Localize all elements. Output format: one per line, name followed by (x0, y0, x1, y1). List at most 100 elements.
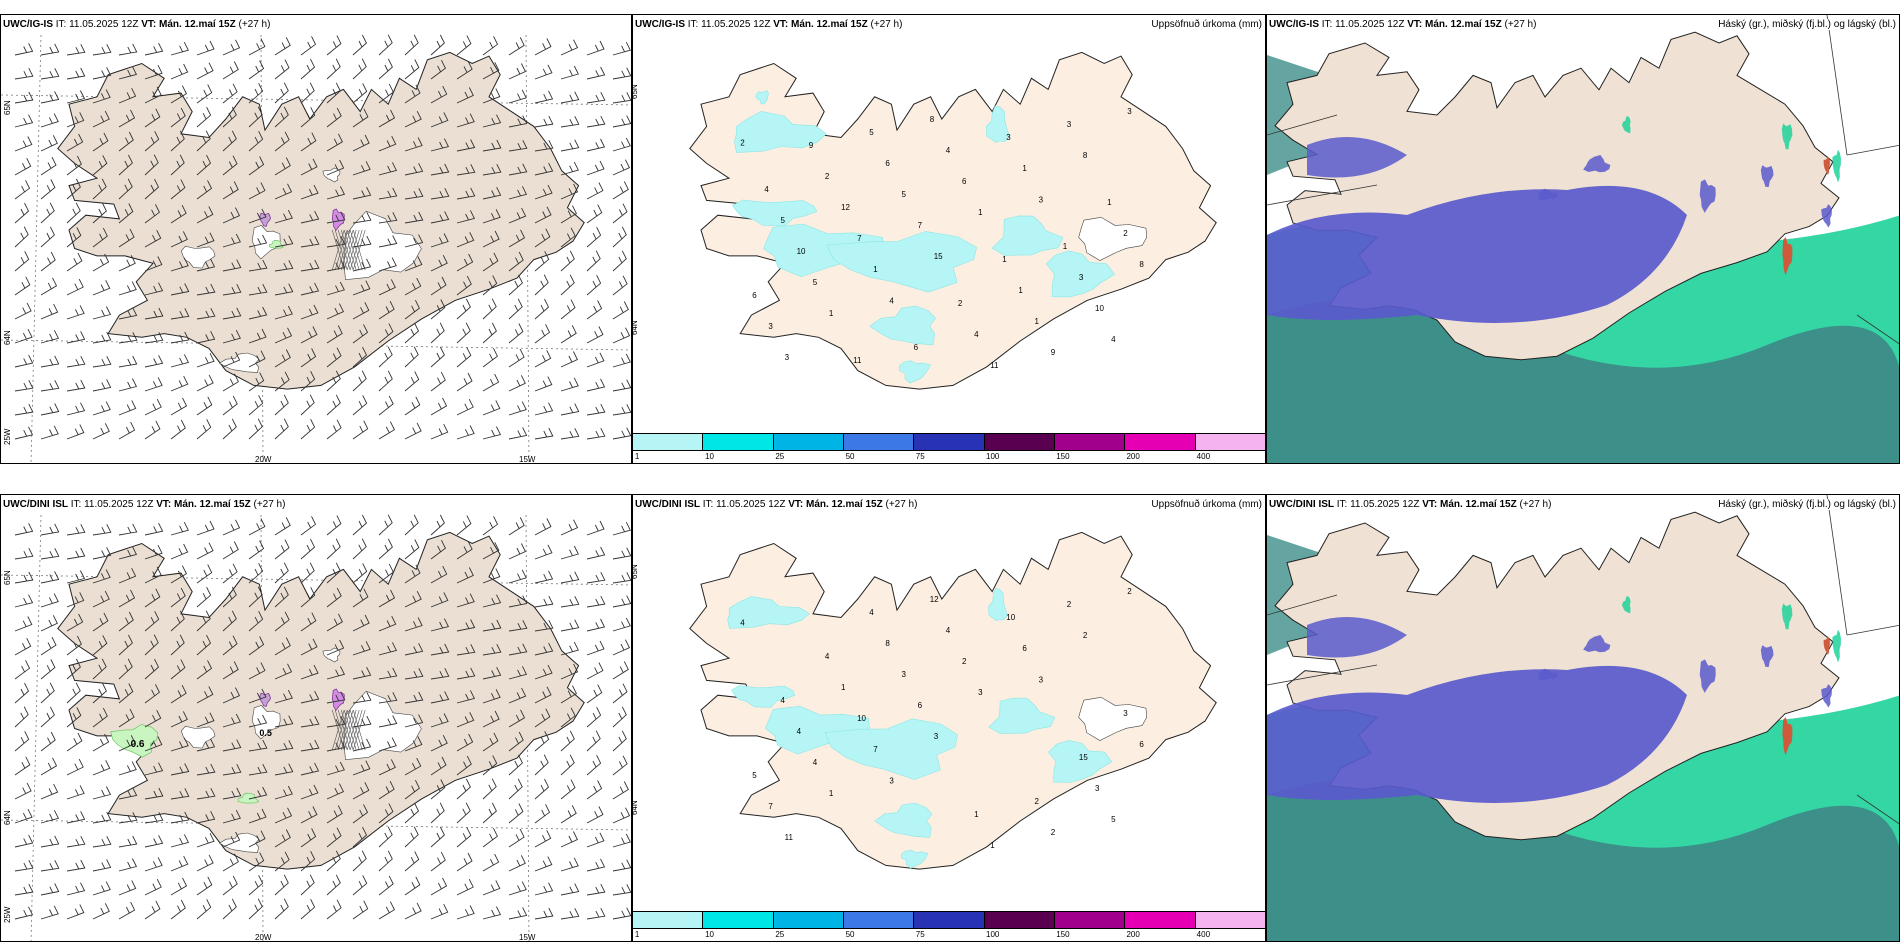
wind-barb (352, 738, 372, 752)
legend-color-box (703, 912, 774, 928)
wind-barb (560, 908, 580, 920)
wind-barb (352, 850, 367, 872)
wind-barb (482, 114, 502, 128)
wind-barb (248, 38, 266, 56)
wind-barb (118, 611, 134, 632)
wind-barb (534, 376, 553, 392)
wind-barb (456, 619, 476, 632)
wind-barb (508, 754, 523, 776)
wind-barb (248, 875, 264, 896)
mid-cloud-patch (1821, 204, 1832, 228)
wind-barb (586, 352, 605, 368)
wind-barb (66, 112, 85, 128)
wind-barb (170, 63, 189, 80)
wind-barb (430, 877, 448, 896)
wind-barb (456, 644, 476, 656)
lon-label-20w: 20W (255, 455, 272, 464)
precip-panel-top: UWC/IG-IS IT: 11.05.2025 12Z VT: Mán. 12… (632, 14, 1266, 464)
hatch-line (349, 229, 363, 271)
wind-barb (326, 783, 345, 800)
wind-barb (196, 62, 214, 80)
wind-barb (456, 515, 472, 536)
boundary-line (1826, 15, 1848, 156)
precip-value-label: 5 (1111, 815, 1116, 824)
wind-barb (118, 178, 133, 200)
wind-barb (274, 59, 290, 80)
wind-barb (274, 785, 293, 800)
precip-value-label: 3 (1123, 709, 1128, 718)
wind-barb (222, 233, 241, 248)
wind-barb (92, 379, 112, 392)
wind-barb (170, 877, 188, 896)
wind-barb (482, 298, 497, 320)
wind-barb (456, 298, 471, 320)
legend-tick-label: 200 (1126, 452, 1140, 461)
wind-barb (222, 418, 237, 440)
wind-barb (196, 899, 212, 920)
wind-barbs (14, 514, 631, 920)
low-cloud-patch (1781, 603, 1793, 630)
wind-barb (612, 379, 631, 392)
wind-barb (560, 91, 580, 104)
cloud-map (1267, 495, 1899, 941)
wind-barb (40, 593, 59, 608)
wind-barb (404, 539, 420, 560)
precip-value-label: 7 (857, 234, 862, 243)
precip-value-label: 4 (1111, 335, 1116, 344)
precip-value-label: 3 (785, 353, 790, 362)
wind-barb (404, 902, 422, 920)
legend-tick-label: 25 (775, 452, 785, 461)
wind-barb (92, 903, 110, 920)
wind-barb (248, 688, 267, 704)
wind-value-label: 0.5 (259, 728, 272, 738)
wind-barb (300, 370, 316, 392)
mid-cloud-layer (1267, 665, 1687, 803)
wind-barb (456, 35, 472, 56)
precip-value-label: 4 (797, 727, 802, 736)
wind-barb (40, 883, 60, 896)
wind-barb (326, 587, 342, 608)
wind-barb (534, 882, 554, 896)
wind-barb (586, 204, 603, 224)
wind-barb (560, 831, 579, 848)
wind-barb (560, 663, 579, 680)
lat-label-64n: 64N (3, 330, 12, 345)
wind-barb (222, 259, 242, 272)
wind-barb (196, 832, 215, 848)
wind-barb (378, 83, 394, 104)
wind-barb (66, 178, 81, 200)
wind-barb (508, 907, 528, 920)
wind-barb (482, 619, 502, 632)
legend-color-box (633, 434, 704, 450)
wind-barb (404, 188, 424, 200)
wind-barb (274, 305, 293, 320)
wind-barb (560, 545, 579, 560)
wind-barb (456, 232, 475, 248)
legend-tick-label: 150 (1056, 930, 1070, 939)
wind-barb (118, 523, 138, 536)
wind-barb (40, 91, 60, 104)
precip-area (732, 199, 818, 227)
precip-value-label: 1 (1035, 317, 1040, 326)
precip-value-label: 6 (918, 701, 923, 710)
wind-barb (274, 349, 291, 368)
wind-barb (404, 668, 424, 680)
wind-barb (14, 660, 31, 680)
wind-barb (144, 900, 161, 920)
mid-cloud-layer (1307, 137, 1407, 178)
wind-barb (170, 179, 186, 200)
wind-barb (534, 38, 552, 56)
wind-barb (222, 329, 241, 344)
wind-barb (248, 182, 266, 200)
wind-barb (430, 826, 445, 848)
wind-barb (118, 787, 138, 800)
wind-barb (92, 760, 111, 776)
boundary-line (1856, 794, 1899, 825)
precip-value-label: 1 (978, 208, 983, 217)
precip-value-label: 4 (764, 185, 769, 194)
wind-barb (222, 284, 242, 296)
iceland-land (57, 51, 585, 390)
wind-barb (222, 610, 237, 632)
wind-barb (612, 275, 628, 296)
hatch-line (337, 229, 351, 271)
